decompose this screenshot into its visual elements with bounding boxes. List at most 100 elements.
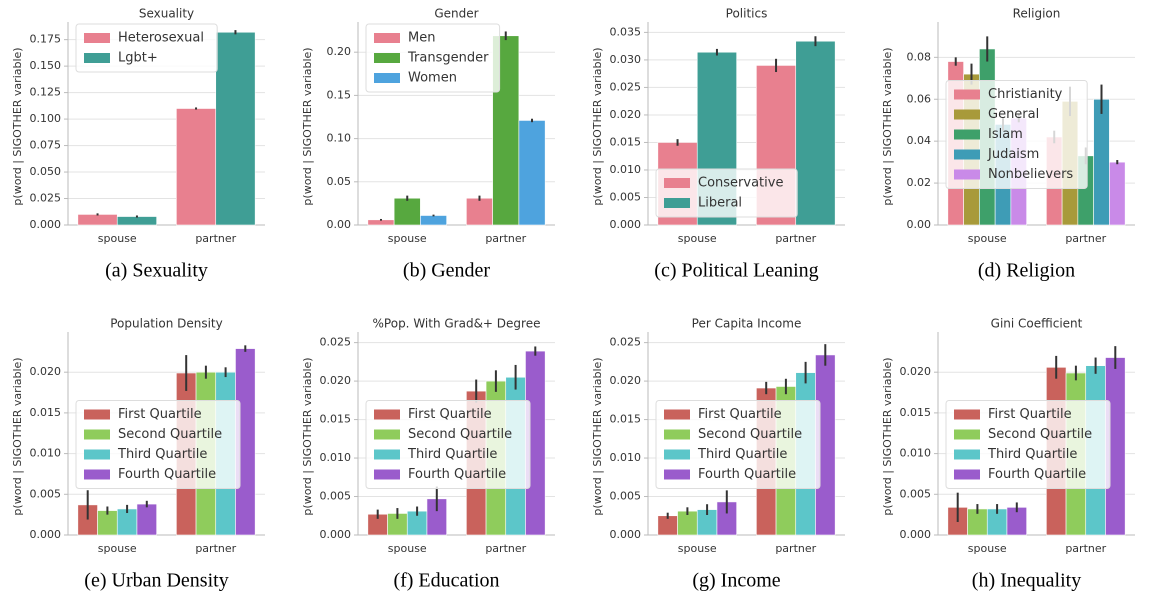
x-tick-label: partner bbox=[485, 232, 526, 245]
y-tick-label: 0.020 bbox=[320, 374, 352, 387]
y-tick-label: 0.020 bbox=[610, 108, 642, 121]
legend-swatch bbox=[954, 109, 980, 120]
legend-swatch bbox=[954, 409, 980, 420]
y-tick-label: 0.000 bbox=[30, 528, 62, 541]
x-tick-label: spouse bbox=[968, 542, 1007, 555]
y-tick-label: 0.035 bbox=[610, 25, 642, 38]
legend-label: Second Quartile bbox=[698, 427, 802, 442]
legend-box bbox=[365, 400, 531, 489]
legend-swatch bbox=[954, 149, 980, 160]
legend-swatch bbox=[84, 53, 110, 63]
legend-label: Liberal bbox=[698, 196, 742, 211]
y-tick-label: 0.025 bbox=[610, 336, 642, 349]
y-tick-label: 0.08 bbox=[907, 50, 932, 63]
legend-swatch bbox=[374, 449, 400, 460]
chart: Politics (c) Political Leaning p(word | SI… bbox=[591, 7, 845, 282]
legend-label: Fourth Quartile bbox=[408, 467, 506, 482]
chart-title: Politics bbox=[726, 7, 768, 21]
bar bbox=[1109, 161, 1126, 226]
y-axis-label: p(word | SIGOTHER variable) bbox=[591, 47, 604, 205]
legend-box bbox=[945, 400, 1111, 489]
legend-label: Third Quartile bbox=[117, 447, 207, 462]
x-tick-label: partner bbox=[1065, 542, 1106, 555]
y-tick-label: 0.20 bbox=[327, 45, 352, 58]
y-axis-label: p(word | SIGOTHER variable) bbox=[11, 357, 24, 515]
chart: Population Density (e) Urban Density p(wor… bbox=[11, 317, 265, 592]
y-tick-label: 0.015 bbox=[900, 406, 932, 419]
x-tick-label: spouse bbox=[388, 542, 427, 555]
x-tick-label: partner bbox=[195, 542, 236, 555]
legend-swatch bbox=[374, 409, 400, 420]
bar bbox=[176, 108, 217, 226]
y-tick-label: 0.020 bbox=[610, 374, 642, 387]
legend-swatch bbox=[954, 89, 980, 100]
legend-label: General bbox=[988, 107, 1039, 122]
chart-title: Sexuality bbox=[139, 7, 194, 21]
legend-swatch bbox=[374, 73, 400, 83]
y-tick-label: 0.005 bbox=[610, 490, 642, 503]
x-tick-label: partner bbox=[775, 542, 816, 555]
legend-box bbox=[655, 400, 821, 489]
caption: (c) Political Leaning bbox=[654, 260, 818, 282]
legend-label: Second Quartile bbox=[988, 427, 1092, 442]
bar bbox=[466, 197, 493, 226]
chart: Gender (b) Gender p(word | SIGOTHER variab… bbox=[301, 7, 555, 282]
y-tick-label: 0.015 bbox=[610, 135, 642, 148]
chart: Religion (d) Religion p(word | SIGOTHER va… bbox=[881, 7, 1135, 282]
y-tick-label: 0.075 bbox=[30, 139, 62, 152]
x-tick-label: partner bbox=[1065, 232, 1106, 245]
legend-box bbox=[75, 23, 218, 73]
legend-label: Christianity bbox=[988, 87, 1063, 102]
caption: (e) Urban Density bbox=[84, 570, 228, 592]
legend-swatch bbox=[84, 449, 110, 460]
legend-label: Lgbt+ bbox=[118, 51, 158, 66]
legend-label: Fourth Quartile bbox=[698, 467, 796, 482]
bar bbox=[77, 214, 118, 226]
y-tick-label: 0.020 bbox=[30, 365, 62, 378]
x-tick-label: spouse bbox=[388, 232, 427, 245]
legend-label: First Quartile bbox=[408, 407, 492, 422]
legend-box bbox=[655, 168, 798, 218]
legend-box bbox=[945, 80, 1088, 189]
y-tick-label: 0.15 bbox=[327, 88, 352, 101]
x-tick-label: spouse bbox=[98, 542, 137, 555]
legend-swatch bbox=[84, 409, 110, 420]
y-tick-label: 0.000 bbox=[610, 528, 642, 541]
legend-swatch bbox=[664, 409, 690, 420]
legend-swatch bbox=[374, 429, 400, 440]
x-tick-label: partner bbox=[775, 232, 816, 245]
legend-label: Conservative bbox=[698, 176, 783, 191]
y-axis-label: p(word | SIGOTHER variable) bbox=[591, 357, 604, 515]
legend-swatch bbox=[664, 178, 690, 188]
legend-label: Second Quartile bbox=[408, 427, 512, 442]
bar bbox=[420, 215, 447, 226]
legend-swatch bbox=[84, 33, 110, 43]
legend-swatch bbox=[954, 169, 980, 180]
y-axis-label: p(word | SIGOTHER variable) bbox=[881, 47, 894, 205]
chart: Sexuality (a) Sexuality p(word | SIGOTHER … bbox=[11, 7, 265, 282]
x-tick-label: spouse bbox=[968, 232, 1007, 245]
legend-label: Transgender bbox=[407, 51, 489, 66]
y-tick-label: 0.015 bbox=[320, 413, 352, 426]
x-tick-label: partner bbox=[485, 542, 526, 555]
x-tick-label: spouse bbox=[98, 232, 137, 245]
x-tick-label: spouse bbox=[678, 232, 717, 245]
legend-label: First Quartile bbox=[698, 407, 782, 422]
bar bbox=[136, 503, 157, 536]
y-tick-label: 0.000 bbox=[610, 218, 642, 231]
y-tick-label: 0.015 bbox=[610, 413, 642, 426]
y-tick-label: 0.010 bbox=[610, 163, 642, 176]
y-tick-label: 0.000 bbox=[900, 528, 932, 541]
legend-swatch bbox=[664, 429, 690, 440]
legend-swatch bbox=[954, 469, 980, 480]
legend-swatch bbox=[374, 53, 400, 63]
y-tick-label: 0.010 bbox=[900, 447, 932, 460]
y-tick-label: 0.010 bbox=[30, 447, 62, 460]
legend-box bbox=[75, 400, 241, 489]
legend-label: Islam bbox=[988, 127, 1023, 142]
y-tick-label: 0.000 bbox=[30, 218, 62, 231]
y-tick-label: 0.050 bbox=[30, 165, 62, 178]
y-tick-label: 0.005 bbox=[900, 487, 932, 500]
caption: (a) Sexuality bbox=[105, 260, 208, 282]
chart-title: %Pop. With Grad&+ Degree bbox=[373, 317, 541, 331]
